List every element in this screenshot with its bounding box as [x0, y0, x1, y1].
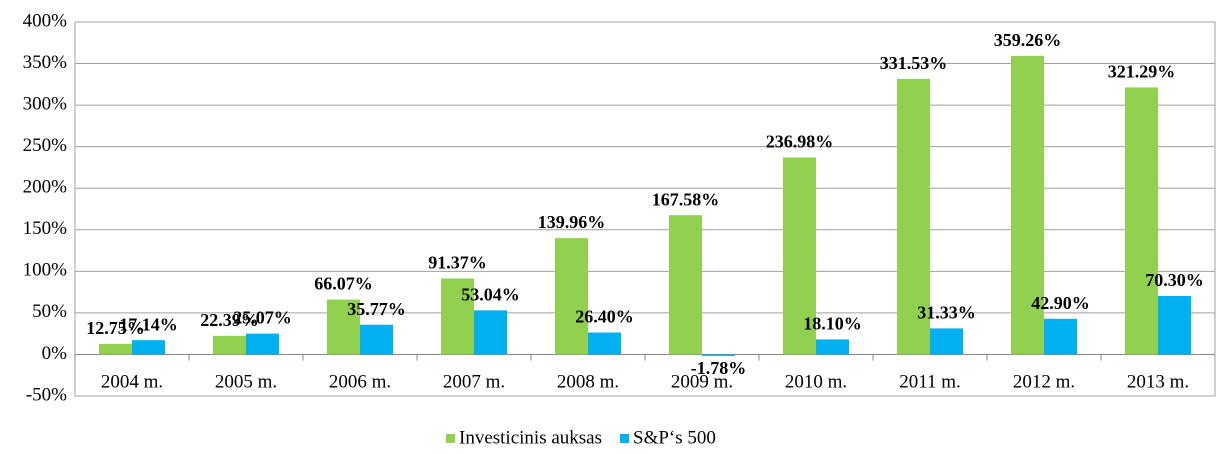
bar: [702, 354, 735, 356]
bar: [930, 328, 963, 355]
data-label: -1.78%: [691, 358, 747, 378]
bar: [783, 157, 816, 355]
x-tick-label: 2013 m.: [1127, 371, 1189, 392]
bar: [1044, 318, 1077, 355]
legend-swatch: [446, 434, 455, 443]
data-label: 321.29%: [1108, 62, 1176, 82]
legend-swatch: [620, 434, 630, 443]
legend-label: Investicinis auksas: [459, 427, 602, 448]
data-label: 26.40%: [575, 307, 634, 327]
x-tick-label: 2010 m.: [785, 371, 847, 392]
data-label: 167.58%: [652, 189, 720, 209]
y-tick-label: 0%: [42, 343, 68, 364]
bar: [132, 340, 165, 355]
x-tick-label: 2008 m.: [557, 371, 619, 392]
plot-border: [74, 21, 1216, 397]
data-label: 31.33%: [917, 303, 976, 323]
y-tick-label: 250%: [23, 135, 68, 156]
y-tick-label: 400%: [23, 10, 68, 31]
bar: [1011, 55, 1044, 355]
data-label: 139.96%: [538, 212, 606, 232]
bar: [588, 332, 621, 355]
bar: [555, 238, 588, 355]
x-tick-label: 2012 m.: [1013, 371, 1075, 392]
bar: [441, 278, 474, 355]
y-tick-label: -50%: [26, 384, 67, 405]
y-tick-label: 200%: [23, 177, 68, 198]
data-label: 42.90%: [1031, 293, 1090, 313]
bar: [213, 335, 246, 355]
bar: [897, 78, 930, 355]
bar: [1125, 87, 1158, 355]
x-tick-label: 2009 m.: [671, 371, 733, 392]
bar: [474, 310, 507, 355]
data-label: 35.77%: [347, 299, 406, 319]
x-tick-label: 2005 m.: [215, 371, 277, 392]
bar: [669, 215, 702, 355]
bar: [246, 333, 279, 355]
legend-label: S&P‘s 500: [633, 427, 716, 448]
y-tick-label: 100%: [23, 260, 68, 281]
bar: [360, 324, 393, 355]
data-label: 91.37%: [428, 253, 487, 273]
y-tick-label: 300%: [23, 93, 68, 114]
y-tick-label: 50%: [32, 301, 67, 322]
x-tick-label: 2011 m.: [899, 371, 961, 392]
data-label: 18.10%: [803, 314, 862, 334]
data-label: 236.98%: [766, 132, 834, 152]
data-label: 331.53%: [880, 53, 948, 73]
y-tick-label: 150%: [23, 218, 68, 239]
y-tick-label: 350%: [23, 52, 68, 73]
data-label: 17.14%: [119, 314, 178, 334]
data-label: 70.30%: [1145, 270, 1204, 290]
data-label: 25.07%: [233, 308, 292, 328]
x-tick-label: 2004 m.: [101, 371, 163, 392]
bar: [327, 299, 360, 355]
x-tick-label: 2007 m.: [443, 371, 505, 392]
bar: [816, 339, 849, 355]
bar: [99, 343, 132, 355]
x-tick-label: 2006 m.: [329, 371, 391, 392]
data-label: 66.07%: [314, 274, 373, 294]
data-label: 359.26%: [994, 30, 1062, 50]
data-label: 22.39%: [200, 310, 259, 330]
data-label: 53.04%: [461, 284, 520, 304]
bar: [1158, 296, 1191, 355]
data-label: 12.75%: [86, 318, 145, 338]
